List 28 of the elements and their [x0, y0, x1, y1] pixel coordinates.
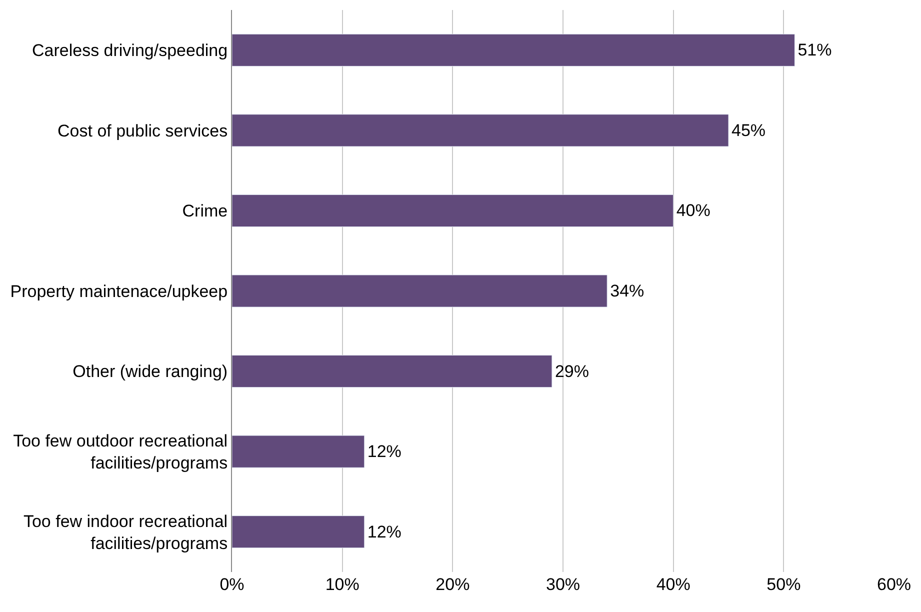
- x-tick-label: 10%: [325, 575, 360, 594]
- x-tick-label: 20%: [436, 575, 470, 594]
- data-label: 29%: [554, 362, 589, 381]
- x-tick-label: 30%: [546, 575, 580, 594]
- data-label: 51%: [798, 40, 832, 60]
- bar: [232, 516, 365, 548]
- x-tick-label: 40%: [656, 575, 690, 594]
- y-tick-label: Other (wide ranging): [72, 362, 228, 382]
- data-label: 12%: [367, 522, 402, 542]
- bar: [232, 114, 729, 147]
- data-label: 34%: [610, 282, 644, 300]
- y-tick-label: Careless driving/speeding: [32, 41, 228, 60]
- bar: [232, 274, 608, 308]
- data-label: 45%: [732, 120, 766, 140]
- y-tick-label: Crime: [182, 202, 228, 221]
- bar: [232, 34, 795, 66]
- x-tick-label: 50%: [766, 575, 801, 594]
- x-tick-label: 60%: [876, 575, 912, 594]
- y-tick-label: Cost of public services: [58, 121, 228, 140]
- data-label: 12%: [367, 442, 402, 462]
- y-tick-label: Property maintenace/upkeep: [10, 282, 228, 301]
- y-tick-label: Too few outdoor recreational facilities/programs: [13, 431, 228, 473]
- x-tick-label: 0%: [220, 575, 244, 594]
- bar: [232, 435, 365, 468]
- data-label: 40%: [676, 201, 710, 220]
- bar: [232, 354, 552, 388]
- bar: [232, 194, 674, 228]
- y-tick-label: Too few indoor recreational facilities/programs: [23, 512, 228, 553]
